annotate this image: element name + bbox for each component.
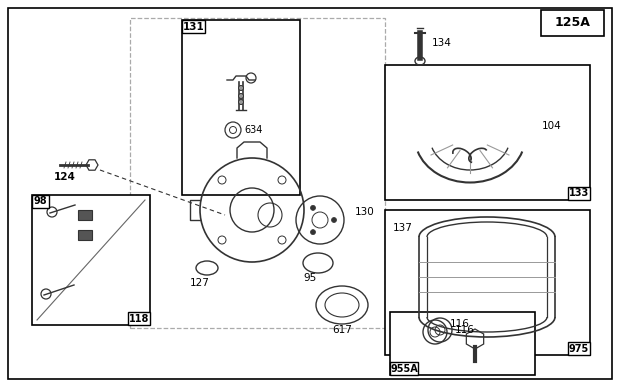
Bar (567, 342, 590, 355)
Text: 116: 116 (450, 319, 470, 329)
Bar (78, 210, 92, 220)
Bar (385, 65, 590, 200)
Text: 118: 118 (128, 313, 149, 324)
Text: 617: 617 (332, 325, 352, 335)
Text: 98: 98 (33, 197, 47, 207)
Bar (32, 195, 150, 325)
Circle shape (239, 86, 244, 91)
Text: 634: 634 (244, 125, 262, 135)
Bar (385, 210, 590, 355)
Text: 95: 95 (303, 273, 317, 283)
Circle shape (311, 205, 316, 211)
Bar (182, 20, 300, 195)
Text: 955A: 955A (390, 363, 418, 373)
Bar (567, 187, 590, 200)
Bar (390, 312, 535, 375)
Circle shape (311, 229, 316, 235)
Bar (390, 362, 418, 375)
Text: 975: 975 (569, 344, 589, 353)
Bar (78, 230, 92, 240)
Text: 104: 104 (542, 121, 562, 131)
Circle shape (239, 94, 244, 99)
Bar (130, 18, 385, 328)
Bar (32, 195, 49, 208)
Text: 134: 134 (432, 38, 452, 48)
Circle shape (239, 99, 244, 104)
Text: 130: 130 (355, 207, 374, 217)
Text: 125A: 125A (554, 17, 590, 29)
Bar (182, 20, 205, 33)
Text: 124: 124 (54, 172, 76, 182)
Bar (541, 10, 604, 36)
Text: 131: 131 (182, 22, 204, 31)
Text: 116: 116 (455, 325, 475, 335)
Text: 133: 133 (569, 188, 589, 199)
Text: ReplacementParts.com: ReplacementParts.com (229, 187, 391, 201)
Circle shape (332, 217, 337, 223)
Bar (128, 312, 150, 325)
Text: 137: 137 (393, 223, 413, 233)
Text: 127: 127 (190, 278, 210, 288)
